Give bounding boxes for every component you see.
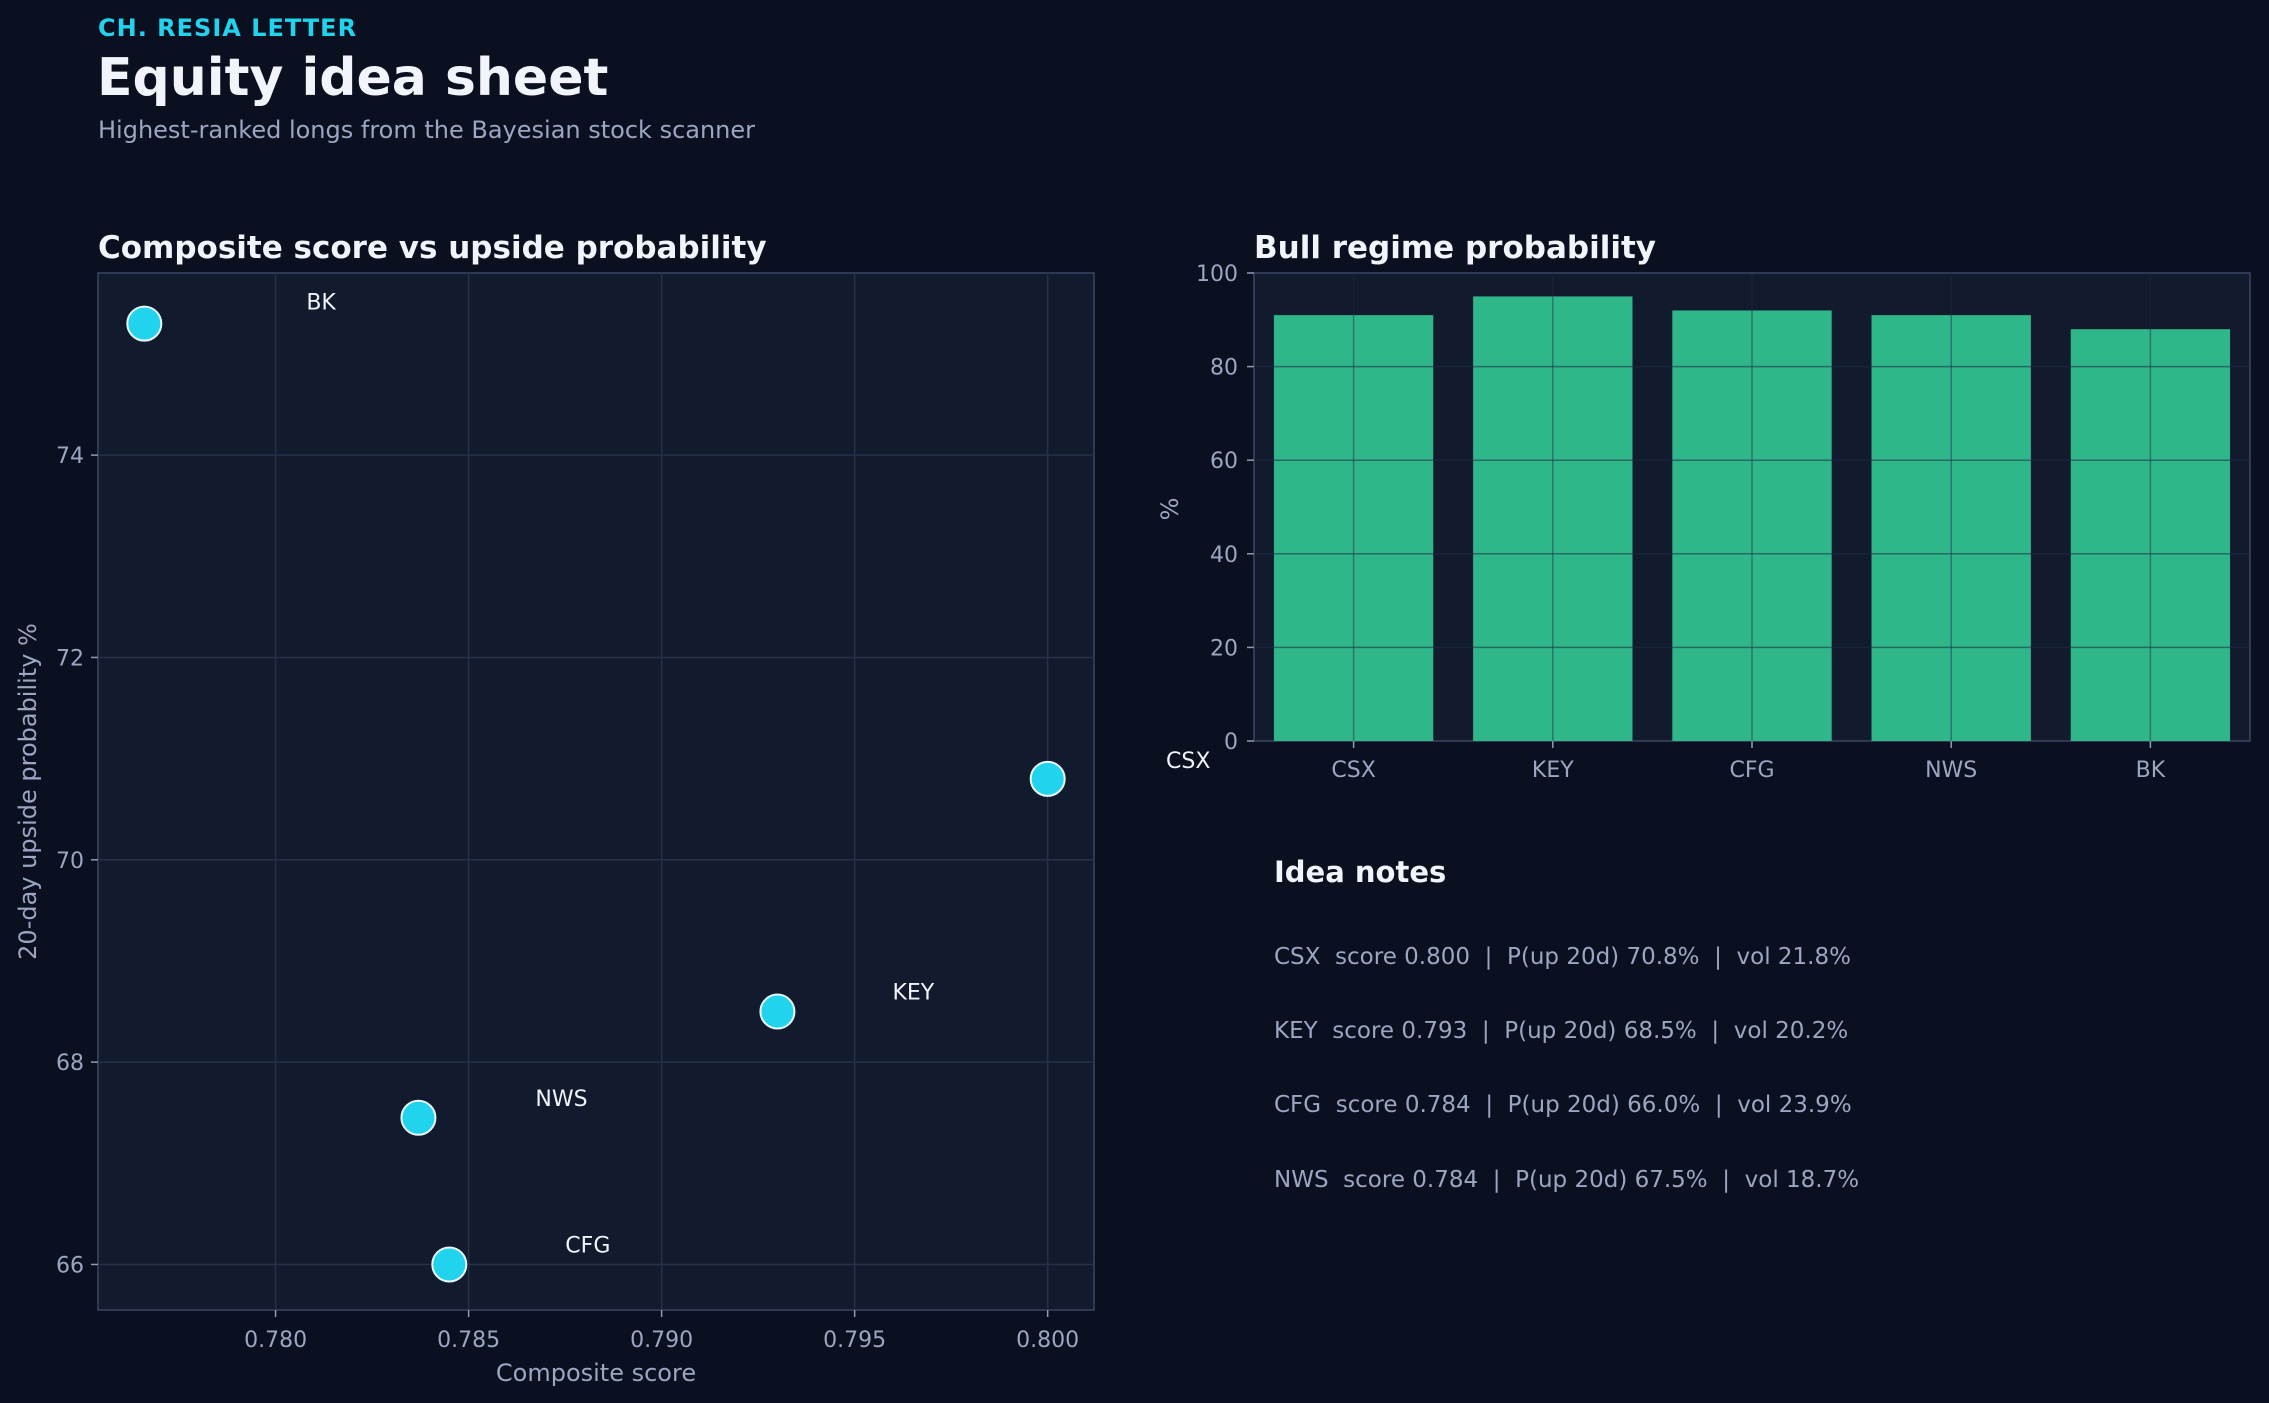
scatter-point-label: CFG	[565, 1233, 610, 1258]
note-line: CFG score 0.784 | P(up 20d) 66.0% | vol …	[1274, 1092, 1852, 1118]
scatter-y-axis-label: 20-day upside probability %	[14, 623, 42, 960]
scatter-point-bk	[126, 305, 163, 342]
bar-nws	[1871, 315, 2031, 741]
scatter-y-tick-label: 72	[56, 646, 84, 671]
scatter-point-cfg	[431, 1246, 468, 1283]
bar-y-tick-label: 60	[1210, 449, 1238, 474]
scatter-y-tick-label: 68	[56, 1051, 84, 1076]
scatter-point-csx	[1029, 760, 1066, 797]
bar-chart-title: Bull regime probability	[1254, 230, 1656, 266]
bar-y-tick-label: 100	[1196, 262, 1238, 287]
scatter-point-key	[759, 993, 796, 1030]
scatter-point-label: BK	[306, 291, 336, 316]
page-subtitle: Highest-ranked longs from the Bayesian s…	[98, 116, 756, 144]
bar-x-tick-label: CSX	[1331, 758, 1375, 783]
note-line: KEY score 0.793 | P(up 20d) 68.5% | vol …	[1274, 1018, 1849, 1044]
scatter-y-tick-label: 70	[56, 849, 84, 874]
scatter-chart: 0.780 0.785 0.790 0.795 0.800 66 68 70 72 74 Compo…	[14, 272, 1095, 1387]
bar-x-tick-label: BK	[2136, 758, 2166, 783]
bar-y-tick-label: 20	[1210, 636, 1238, 661]
bar-y-tick-label: 80	[1210, 356, 1238, 381]
bar-csx	[1273, 315, 1434, 741]
scatter-x-tick-label: 0.795	[823, 1328, 886, 1353]
bar-y-tick-label: 0	[1224, 730, 1238, 755]
scatter-point-label: KEY	[892, 981, 934, 1006]
kicker: CH. RESIA LETTER	[98, 14, 358, 42]
bar-chart: CSX 0 20 40 60 80 100 CSX KEY CFG NWS BK%	[1156, 262, 2251, 783]
scatter-x-tick-label: 0.790	[630, 1328, 693, 1353]
scatter-x-tick-label: 0.800	[1016, 1328, 1079, 1353]
bar-x-tick-label: KEY	[1532, 758, 1574, 783]
scatter-x-tick-label: 0.780	[244, 1328, 307, 1353]
bar-key	[1473, 296, 1633, 741]
bar-cfg	[1672, 310, 1832, 741]
bar-x-tick-label: NWS	[1925, 758, 1977, 783]
note-line: NWS score 0.784 | P(up 20d) 67.5% | vol …	[1274, 1167, 1860, 1193]
scatter-y-tick-label: 66	[56, 1253, 84, 1278]
bar-bk	[2070, 329, 2231, 741]
notes-title: Idea notes	[1274, 855, 1447, 889]
scatter-plot-area	[97, 272, 1095, 1311]
bar-y-axis-label: %	[1156, 498, 1184, 521]
page-title: Equity idea sheet	[97, 48, 609, 108]
scatter-x-tick-label: 0.785	[437, 1328, 500, 1353]
scatter-y-tick-label: 74	[56, 444, 84, 469]
scatter-point-nws	[400, 1099, 437, 1136]
note-line: CSX score 0.800 | P(up 20d) 70.8% | vol …	[1274, 944, 1851, 970]
scatter-point-label: CSX	[1166, 749, 1210, 774]
scatter-point-label: NWS	[535, 1087, 587, 1112]
scatter-x-axis-label: Composite score	[496, 1359, 696, 1387]
bar-x-tick-label: CFG	[1729, 758, 1774, 783]
scatter-chart-title: Composite score vs upside probability	[98, 230, 767, 266]
bar-y-tick-label: 40	[1210, 543, 1238, 568]
